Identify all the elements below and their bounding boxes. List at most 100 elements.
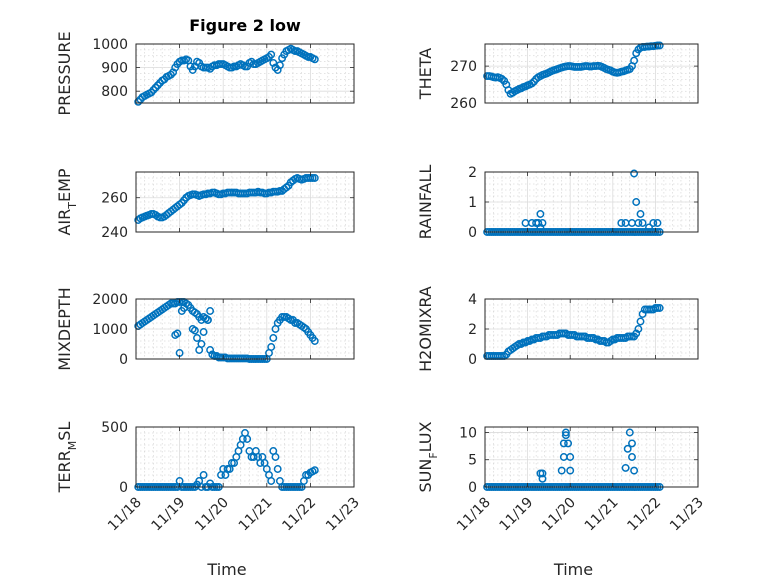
- data-point: [636, 210, 645, 218]
- x-axis-label: Time: [206, 560, 246, 579]
- data-point: [561, 431, 570, 440]
- y-tick-label: 1: [468, 195, 477, 211]
- data-point: [269, 334, 278, 342]
- data-point: [559, 439, 568, 448]
- axes-frame: [135, 171, 355, 233]
- data-point: [630, 466, 639, 475]
- y-tick-label: 240: [101, 225, 128, 241]
- data-point: [638, 219, 647, 227]
- data-point: [566, 466, 575, 475]
- y-axis-label: PRESSURE: [55, 31, 74, 115]
- y-axis-label: THETA: [416, 48, 435, 100]
- panel-3: 0 1 2 RAINFALL: [416, 165, 699, 241]
- data-point: [538, 474, 547, 483]
- y-tick-label: 0: [119, 352, 128, 368]
- data-point: [243, 435, 252, 443]
- data-point: [275, 61, 284, 70]
- x-tick-label: 11/19: [149, 495, 189, 535]
- data-point: [199, 471, 208, 479]
- panel-1: 260 270 THETA: [416, 41, 699, 112]
- data-point: [134, 97, 143, 106]
- data-point: [206, 346, 215, 354]
- data-point: [536, 223, 545, 232]
- y-tick-label: 2: [468, 165, 477, 181]
- data-point: [625, 428, 634, 437]
- x-tick-label: 11/23: [323, 495, 363, 535]
- panel-5: 0 2 4 H2OMIXRA: [416, 286, 699, 372]
- data-point: [534, 219, 543, 227]
- y-tick-label: 260: [450, 96, 477, 112]
- data-point: [564, 439, 573, 448]
- data-point: [538, 469, 547, 478]
- y-tick-label: 0: [468, 225, 477, 241]
- data-point: [169, 68, 178, 77]
- data-point: [173, 329, 182, 338]
- x-tick-label: 11/21: [236, 495, 276, 535]
- y-tick-label: 5: [468, 453, 477, 469]
- data-point: [645, 223, 653, 232]
- axes-frame: [484, 426, 699, 488]
- data-point: [628, 439, 636, 448]
- y-tick-label: 900: [101, 61, 128, 77]
- data-point: [206, 307, 215, 315]
- y-tick-label: 500: [101, 420, 128, 436]
- data-point: [193, 334, 201, 342]
- x-tick-label: 11/21: [582, 495, 622, 535]
- data-point: [199, 328, 208, 336]
- data-point: [653, 219, 662, 227]
- y-tick-label: 0: [119, 480, 128, 496]
- data-point: [310, 466, 319, 475]
- y-tick-label: 1000: [92, 322, 128, 338]
- x-tick-label: 11/22: [624, 495, 664, 535]
- data-point: [267, 477, 276, 485]
- data-point: [310, 337, 319, 345]
- panel-4: 0 1000 2000 MIXDEPTH: [55, 287, 355, 371]
- chart-title: Figure 2 low: [189, 16, 301, 35]
- x-tick-label: 11/19: [497, 495, 537, 535]
- data-point: [498, 75, 506, 83]
- y-axis-label: H2OMIXRA: [416, 286, 435, 372]
- data-point: [621, 463, 630, 472]
- y-tick-label: 2000: [92, 292, 128, 308]
- data-point: [655, 304, 664, 312]
- data-point: [628, 453, 636, 461]
- data-point: [310, 55, 319, 64]
- data-point: [310, 174, 319, 182]
- data-point: [634, 219, 643, 227]
- data-point: [561, 428, 570, 437]
- axes-frame: [484, 43, 699, 104]
- data-point: [149, 86, 158, 94]
- y-tick-label: 270: [450, 59, 477, 75]
- panel-6: 0 500 11/18 11/19 11/20 11/21 11/22 11/23 TERRMS…: [55, 420, 363, 579]
- axes-frame: [135, 43, 355, 104]
- data-point: [527, 79, 536, 88]
- data-point: [190, 326, 199, 335]
- data-point: [197, 340, 206, 348]
- y-tick-label: 4: [468, 292, 477, 308]
- data-point: [180, 304, 188, 312]
- data-point: [538, 219, 547, 227]
- y-tick-label: 0: [468, 480, 477, 496]
- data-point: [634, 325, 643, 333]
- y-tick-label: 1000: [92, 37, 128, 53]
- data-point: [267, 50, 276, 59]
- x-tick-label: 11/20: [192, 495, 232, 535]
- data-point: [557, 466, 566, 475]
- panel-2: 240 260 AIRTEMP: [55, 168, 355, 241]
- data-point: [273, 465, 282, 473]
- y-tick-label: 800: [101, 84, 128, 100]
- x-tick-label: 11/18: [105, 495, 145, 535]
- y-axis-label: TERRMSL: [55, 422, 79, 494]
- data-point: [271, 453, 280, 461]
- y-axis-label: MIXDEPTH: [55, 287, 74, 370]
- data-point: [536, 210, 545, 218]
- y-tick-label: 10: [459, 425, 477, 441]
- y-tick-label: 0: [468, 352, 477, 368]
- x-tick-label: 11/22: [279, 495, 319, 535]
- panel-0: 800 900 1000 PRESSURE Figure 2 low: [55, 16, 355, 116]
- x-axis-label: Time: [553, 560, 593, 579]
- data-point: [623, 444, 632, 453]
- y-axis-label: SUNFLUX: [416, 421, 440, 492]
- data-point: [649, 219, 658, 227]
